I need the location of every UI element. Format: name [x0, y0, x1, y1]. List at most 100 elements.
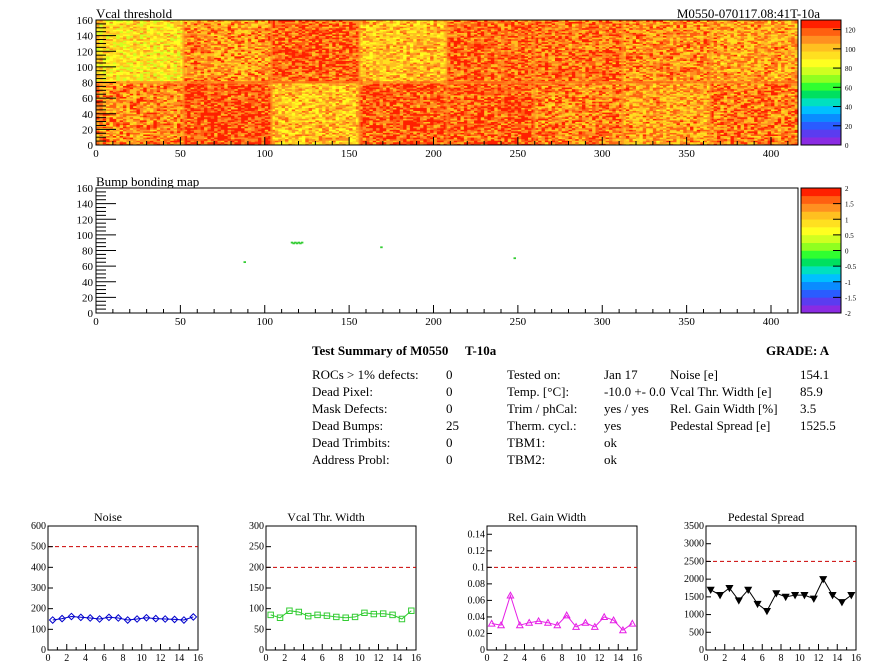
pixel-cell: [723, 132, 728, 135]
pixel-cell: [166, 134, 171, 137]
pixel-cell: [393, 143, 397, 146]
pixel-cell: [342, 129, 347, 132]
pixel-cell: [484, 113, 488, 116]
pixel-cell: [234, 113, 239, 116]
pixel-cell: [494, 132, 499, 135]
pixel-cell: [416, 126, 421, 129]
pixel-cell: [575, 135, 580, 138]
pixel-cell: [450, 115, 455, 118]
pixel-cell: [588, 132, 593, 135]
pixel-cell: [372, 118, 377, 121]
pixel-cell: [163, 127, 168, 130]
pixel-cell: [649, 126, 654, 129]
pixel-cell: [703, 124, 708, 127]
pixel-cell: [713, 113, 718, 116]
pixel-cell: [440, 116, 445, 119]
pixel-cell: [102, 126, 107, 129]
pixel-cell: [109, 123, 114, 126]
pixel-cell: [538, 118, 542, 121]
pixel-cell: [524, 132, 529, 135]
pixel-cell: [345, 127, 350, 130]
pixel-cell: [227, 143, 232, 146]
pixel-cell: [106, 132, 110, 135]
pixel-cell: [477, 113, 482, 116]
pixel-cell: [507, 123, 512, 126]
pixel-cell: [578, 112, 583, 115]
pixel-cell: [507, 112, 512, 115]
pixel-cell: [318, 120, 323, 122]
pixel-cell: [592, 126, 596, 129]
pixel-cell: [737, 116, 742, 119]
pixel-cell: [757, 134, 762, 137]
pixel-cell: [696, 126, 701, 129]
pixel-cell: [673, 141, 677, 144]
pixel-cell: [187, 110, 191, 113]
pixel-cell: [143, 127, 148, 130]
pixel-cell: [683, 127, 688, 130]
pixel-cell: [274, 123, 279, 126]
pixel-cell: [764, 124, 769, 127]
pixel-cell: [281, 129, 286, 132]
pixel-cell: [696, 138, 701, 141]
pixel-cell: [598, 129, 603, 132]
pixel-cell: [477, 141, 482, 144]
pixel-cell: [514, 129, 519, 132]
pixel-cell: [514, 137, 519, 140]
pixel-cell: [740, 112, 745, 115]
pixel-cell: [99, 134, 104, 137]
pixel-cell: [109, 129, 114, 132]
pixel-cell: [636, 143, 640, 146]
pixel-cell: [544, 120, 549, 122]
pixel-cell: [163, 121, 168, 124]
pixel-cell: [214, 137, 218, 140]
pixel-cell: [106, 112, 110, 115]
pixel-cell: [436, 118, 441, 121]
pixel-cell: [112, 124, 117, 127]
pixel-cell: [565, 129, 569, 132]
pixel-cell: [723, 115, 728, 118]
pixel-cell: [538, 123, 542, 126]
pixel-cell: [278, 126, 283, 129]
pixel-cell: [251, 140, 256, 143]
pixel-cell: [379, 143, 384, 146]
pixel-cell: [541, 135, 546, 138]
pixel-cell: [737, 140, 742, 143]
pixel-cell: [514, 134, 519, 137]
pixel-cell: [781, 130, 785, 133]
pixel-cell: [605, 135, 610, 138]
pixel-cell: [460, 120, 465, 122]
pixel-cell: [733, 140, 738, 143]
pixel-cell: [659, 124, 664, 127]
pixel-cell: [312, 129, 316, 132]
pixel-cell: [295, 140, 299, 143]
pixel-cell: [244, 113, 249, 116]
pixel-cell: [261, 123, 266, 126]
pixel-cell: [413, 143, 418, 146]
pixel-cell: [568, 113, 573, 116]
pixel-cell: [733, 143, 738, 146]
pixel-cell: [264, 121, 269, 124]
pixel-cell: [224, 127, 229, 130]
pixel-cell: [744, 140, 748, 143]
pixel-cell: [251, 141, 256, 144]
pixel-cell: [278, 110, 283, 113]
pixel-cell: [595, 140, 600, 143]
pixel-cell: [717, 141, 721, 144]
pixel-cell: [426, 123, 431, 126]
pixel-cell: [490, 138, 495, 141]
pixel-cell: [403, 112, 407, 115]
pixel-cell: [639, 115, 644, 118]
pixel-cell: [669, 120, 674, 122]
pixel-cell: [295, 132, 299, 135]
pixel-cell: [436, 130, 441, 133]
pixel-cell: [686, 129, 691, 132]
pixel-cell: [571, 116, 576, 119]
pixel-cell: [234, 138, 239, 141]
pixel-cell: [754, 130, 758, 133]
pixel-cell: [534, 123, 539, 126]
pixel-cell: [467, 115, 472, 118]
pixel-cell: [426, 127, 431, 130]
pixel-cell: [605, 132, 610, 135]
pixel-cell: [285, 140, 289, 143]
pixel-cell: [497, 120, 502, 122]
